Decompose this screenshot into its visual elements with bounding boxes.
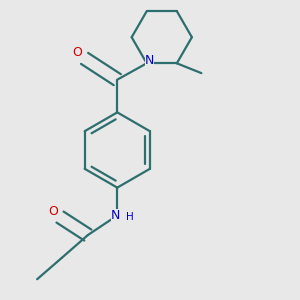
Text: H: H [126, 212, 134, 222]
Text: N: N [111, 209, 120, 222]
Text: O: O [72, 46, 82, 59]
Text: N: N [145, 54, 154, 67]
Text: O: O [48, 205, 58, 218]
